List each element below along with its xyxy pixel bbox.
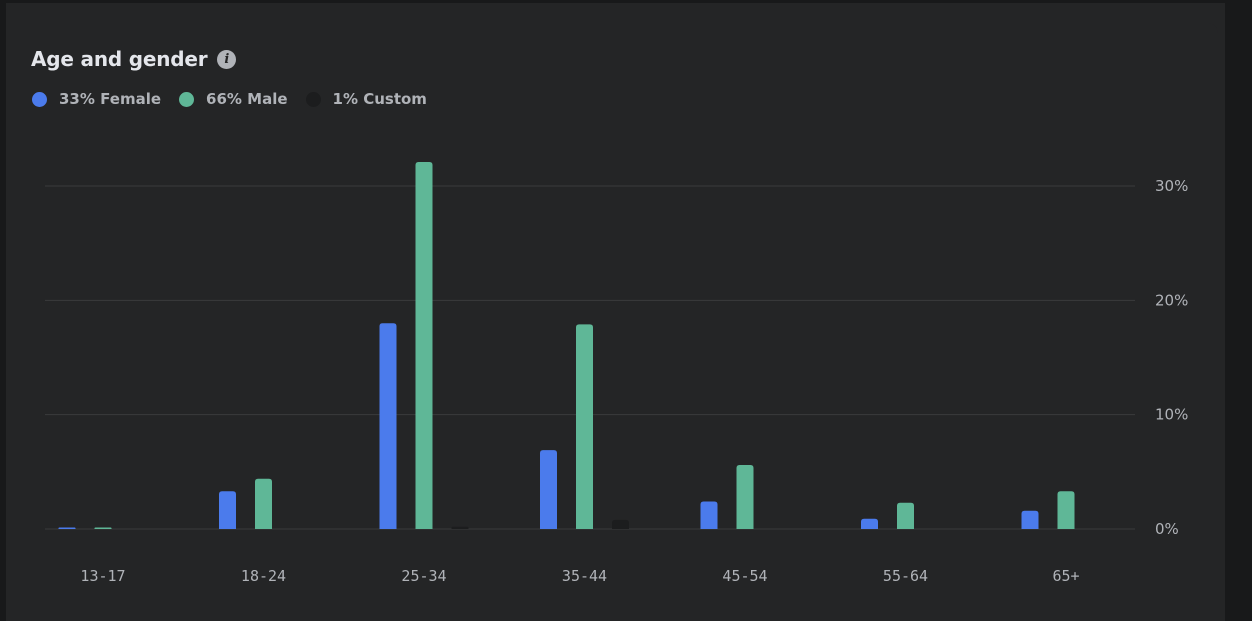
x-tick-label: 35-44	[562, 567, 607, 585]
legend-label-female: 33% Female	[59, 90, 162, 108]
legend-dot-female	[32, 91, 47, 107]
x-tick-label: 13-17	[80, 567, 125, 585]
bar-45-54-male[interactable]	[736, 464, 754, 529]
legend-label-custom: 1% Custom	[332, 90, 427, 108]
y-tick-label: 0%	[1155, 520, 1179, 538]
legend-item-custom: 1% Custom	[305, 90, 427, 108]
bar-35-44-custom[interactable]	[612, 519, 629, 529]
bar-13-17-male[interactable]	[94, 527, 112, 530]
bar-13-17-female[interactable]	[58, 527, 76, 530]
bar-18-24-female[interactable]	[219, 491, 236, 529]
x-tick-label: 65+	[1052, 567, 1079, 585]
chart-card	[6, 23, 1218, 621]
bar-35-44-male[interactable]	[576, 324, 593, 529]
y-tick-label: 10%	[1155, 406, 1188, 424]
legend: 33% Female 66% Male 1% Custom	[32, 88, 445, 110]
legend-dot-custom	[305, 91, 321, 107]
x-tick-label: 55-64	[883, 567, 928, 585]
title-row: Age and gender i	[31, 44, 237, 74]
bar-55-64-female[interactable]	[861, 518, 878, 529]
x-tick-label: 25-34	[401, 567, 446, 585]
bar-25-34-male[interactable]	[415, 162, 433, 529]
y-tick-label: 20%	[1155, 291, 1188, 309]
bar-65+-male[interactable]	[1057, 491, 1075, 529]
x-tick-label: 45-54	[722, 567, 767, 585]
legend-item-male: 66% Male	[179, 90, 288, 108]
bar-25-34-custom[interactable]	[451, 526, 469, 529]
bar-18-24-male[interactable]	[255, 478, 272, 529]
legend-item-female: 33% Female	[32, 90, 161, 108]
top-border	[0, 0, 1252, 3]
info-icon[interactable]: i	[217, 49, 237, 69]
x-tick-label: 18-24	[241, 567, 286, 585]
bar-35-44-female[interactable]	[540, 450, 557, 529]
bar-25-34-female[interactable]	[379, 323, 397, 529]
chart-title: Age and gender	[31, 47, 208, 71]
legend-dot-male	[179, 91, 195, 107]
legend-label-male: 66% Male	[206, 90, 288, 108]
bar-45-54-female[interactable]	[700, 501, 718, 529]
left-border	[0, 0, 6, 621]
y-tick-label: 30%	[1155, 177, 1188, 195]
right-border	[1225, 0, 1252, 621]
bar-65+-female[interactable]	[1021, 510, 1039, 529]
bar-55-64-male[interactable]	[897, 502, 914, 529]
